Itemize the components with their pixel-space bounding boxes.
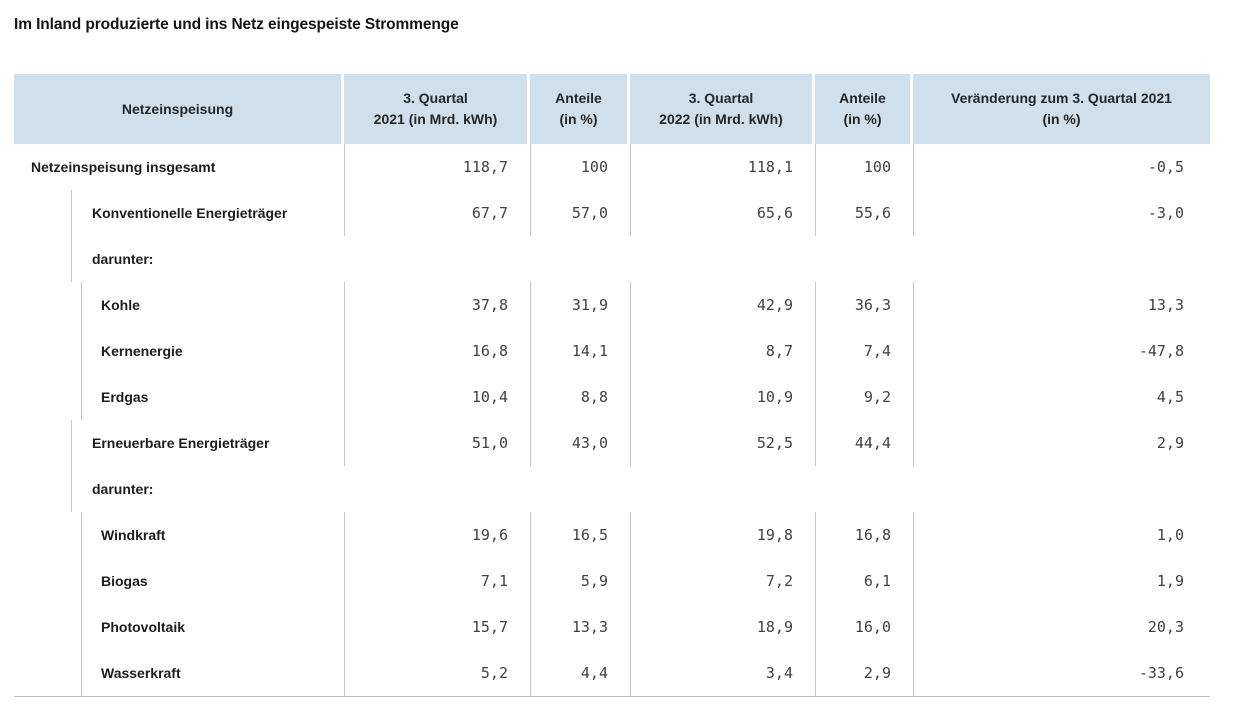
cell-value: 7,2	[630, 558, 815, 604]
cell-value: 9,2	[815, 374, 913, 420]
cell-value: 100	[815, 144, 913, 190]
cell-value: 2,9	[913, 420, 1210, 466]
table-row: Konventionelle Energieträger 67,7 57,0 65,6…	[14, 190, 1210, 236]
row-label-cell: Erneuerbare Energieträger	[14, 420, 344, 466]
row-label-cell: darunter:	[14, 466, 1210, 512]
row-label-cell: Kernenergie	[14, 328, 344, 374]
table-row: Photovoltaik 15,7 13,3 18,9 16,0 20,3	[14, 604, 1210, 650]
cell-value: 10,4	[344, 374, 530, 420]
cell-value: 19,8	[630, 512, 815, 558]
cell-value: 4,4	[530, 650, 630, 696]
cell-value: 2,9	[815, 650, 913, 696]
column-header-anteile-2022: Anteile (in %)	[815, 74, 913, 144]
cell-value: 13,3	[530, 604, 630, 650]
cell-value: 16,8	[344, 328, 530, 374]
column-header-anteile-2021: Anteile (in %)	[530, 74, 630, 144]
table-row: Kernenergie 16,8 14,1 8,7 7,4 -47,8	[14, 328, 1210, 374]
row-label-cell: Biogas	[14, 558, 344, 604]
row-sublabel: darunter:	[71, 236, 1210, 282]
cell-value: 19,6	[344, 512, 530, 558]
cell-value: 65,6	[630, 190, 815, 236]
table-row: Biogas 7,1 5,9 7,2 6,1 1,9	[14, 558, 1210, 604]
row-label-cell: Konventionelle Energieträger	[14, 190, 344, 236]
row-label-cell: Erdgas	[14, 374, 344, 420]
row-label: Netzeinspeisung insgesamt	[31, 159, 216, 175]
cell-value: 16,5	[530, 512, 630, 558]
cell-value: 1,9	[913, 558, 1210, 604]
column-header-q3-2022: 3. Quartal 2022 (in Mrd. kWh)	[630, 74, 815, 144]
cell-value: 57,0	[530, 190, 630, 236]
cell-value: -3,0	[913, 190, 1210, 236]
table-header-row: Netzeinspeisung 3. Quartal 2021 (in Mrd.…	[14, 74, 1210, 144]
cell-value: 7,4	[815, 328, 913, 374]
cell-value: 42,9	[630, 282, 815, 328]
row-label: Biogas	[81, 558, 344, 604]
cell-value: 20,3	[913, 604, 1210, 650]
row-label: Kernenergie	[81, 328, 344, 374]
table-header: Netzeinspeisung 3. Quartal 2021 (in Mrd.…	[14, 74, 1210, 144]
cell-value: 10,9	[630, 374, 815, 420]
row-label-cell: Windkraft	[14, 512, 344, 558]
table-row: Wasserkraft 5,2 4,4 3,4 2,9 -33,6	[14, 650, 1210, 696]
table-row: Erdgas 10,4 8,8 10,9 9,2 4,5	[14, 374, 1210, 420]
row-label: Erdgas	[81, 374, 344, 420]
cell-value: 8,8	[530, 374, 630, 420]
column-header-q3-2021: 3. Quartal 2021 (in Mrd. kWh)	[344, 74, 530, 144]
cell-value: 52,5	[630, 420, 815, 466]
table-row: Netzeinspeisung insgesamt 118,7 100 118,1 10…	[14, 144, 1210, 190]
cell-value: 18,9	[630, 604, 815, 650]
cell-value: 5,9	[530, 558, 630, 604]
column-header-veraenderung: Veränderung zum 3. Quartal 2021 (in %)	[913, 74, 1210, 144]
row-sublabel: darunter:	[71, 466, 1210, 512]
row-label-cell: Photovoltaik	[14, 604, 344, 650]
row-label-cell: Netzeinspeisung insgesamt	[14, 144, 344, 190]
cell-value: 118,7	[344, 144, 530, 190]
table-body: Netzeinspeisung insgesamt 118,7 100 118,1 10…	[14, 144, 1210, 696]
cell-value: 31,9	[530, 282, 630, 328]
cell-value: 15,7	[344, 604, 530, 650]
cell-value: 55,6	[815, 190, 913, 236]
cell-value: 13,3	[913, 282, 1210, 328]
row-label: Windkraft	[81, 512, 344, 558]
cell-value: 5,2	[344, 650, 530, 696]
row-label: Konventionelle Energieträger	[71, 190, 344, 236]
table-row: Kohle 37,8 31,9 42,9 36,3 13,3	[14, 282, 1210, 328]
row-label: Kohle	[81, 282, 344, 328]
cell-value: -47,8	[913, 328, 1210, 374]
row-label-cell: darunter:	[14, 236, 1210, 282]
cell-value: 1,0	[913, 512, 1210, 558]
table-row: darunter:	[14, 466, 1210, 512]
cell-value: 6,1	[815, 558, 913, 604]
table-row: darunter:	[14, 236, 1210, 282]
row-label-cell: Wasserkraft	[14, 650, 344, 696]
cell-value: 16,0	[815, 604, 913, 650]
cell-value: 14,1	[530, 328, 630, 374]
cell-value: 43,0	[530, 420, 630, 466]
cell-value: 16,8	[815, 512, 913, 558]
data-table: Netzeinspeisung 3. Quartal 2021 (in Mrd.…	[14, 74, 1210, 697]
cell-value: 44,4	[815, 420, 913, 466]
table-row: Erneuerbare Energieträger 51,0 43,0 52,5 44,…	[14, 420, 1210, 466]
cell-value: 100	[530, 144, 630, 190]
cell-value: 67,7	[344, 190, 530, 236]
cell-value: -0,5	[913, 144, 1210, 190]
cell-value: 8,7	[630, 328, 815, 374]
cell-value: 4,5	[913, 374, 1210, 420]
row-label: Photovoltaik	[81, 604, 344, 650]
page: Im Inland produzierte und ins Netz einge…	[14, 16, 1210, 697]
page-title: Im Inland produzierte und ins Netz einge…	[14, 16, 459, 33]
cell-value: 7,1	[344, 558, 530, 604]
cell-value: 3,4	[630, 650, 815, 696]
cell-value: 51,0	[344, 420, 530, 466]
cell-value: 36,3	[815, 282, 913, 328]
cell-value: 37,8	[344, 282, 530, 328]
table-row: Windkraft 19,6 16,5 19,8 16,8 1,0	[14, 512, 1210, 558]
cell-value: 118,1	[630, 144, 815, 190]
cell-value: -33,6	[913, 650, 1210, 696]
row-label: Wasserkraft	[81, 650, 344, 696]
row-label: Erneuerbare Energieträger	[71, 420, 344, 466]
column-header-netzeinspeisung: Netzeinspeisung	[14, 74, 344, 144]
row-label-cell: Kohle	[14, 282, 344, 328]
